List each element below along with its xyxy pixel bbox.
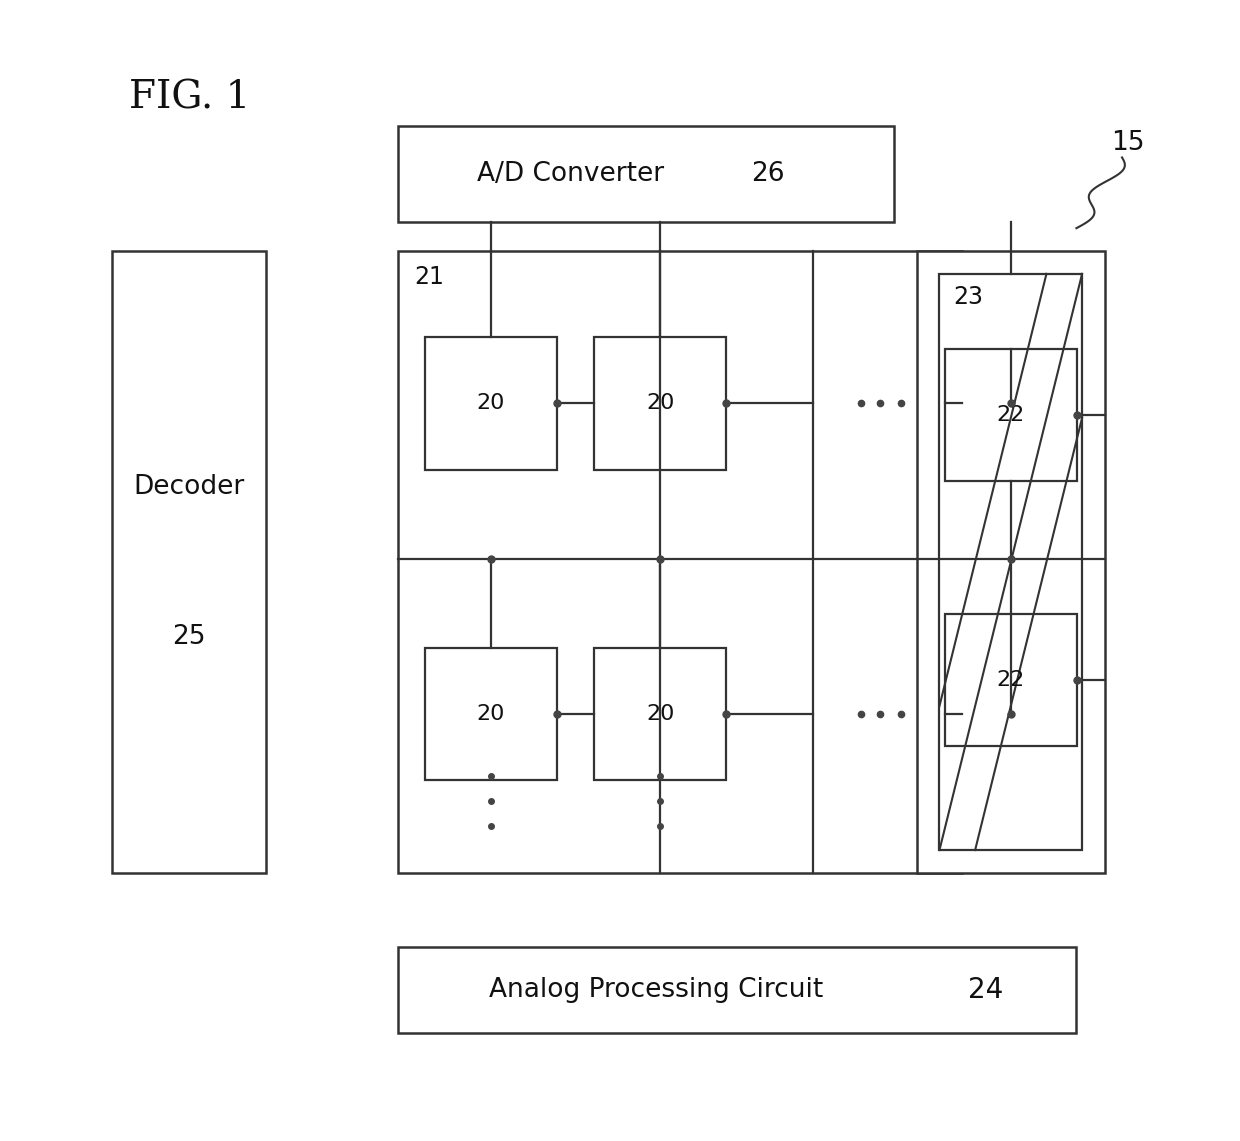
- Text: 22: 22: [997, 405, 1025, 424]
- Text: 20: 20: [646, 394, 675, 413]
- Text: 20: 20: [476, 704, 505, 725]
- Text: 20: 20: [646, 704, 675, 725]
- Bar: [398, 126, 894, 222]
- Text: 26: 26: [751, 161, 785, 187]
- Text: 22: 22: [997, 670, 1025, 690]
- Bar: [113, 251, 267, 873]
- Text: FIG. 1: FIG. 1: [129, 80, 250, 116]
- Bar: [945, 349, 1078, 482]
- Text: Analog Processing Circuit: Analog Processing Circuit: [489, 977, 823, 1003]
- Bar: [916, 251, 1105, 873]
- Text: 23: 23: [954, 285, 983, 309]
- Bar: [398, 947, 1076, 1033]
- Text: 24: 24: [968, 976, 1003, 1004]
- Bar: [398, 251, 962, 873]
- Text: 20: 20: [476, 394, 505, 413]
- Text: Decoder: Decoder: [134, 475, 244, 500]
- Bar: [940, 274, 1083, 850]
- Bar: [945, 614, 1078, 746]
- Text: A/D Converter: A/D Converter: [477, 161, 665, 187]
- Bar: [594, 338, 727, 470]
- Text: 15: 15: [1111, 130, 1145, 155]
- Bar: [424, 648, 557, 780]
- Text: 21: 21: [414, 265, 444, 289]
- Text: 25: 25: [172, 624, 206, 649]
- Bar: [594, 648, 727, 780]
- Bar: [424, 338, 557, 470]
